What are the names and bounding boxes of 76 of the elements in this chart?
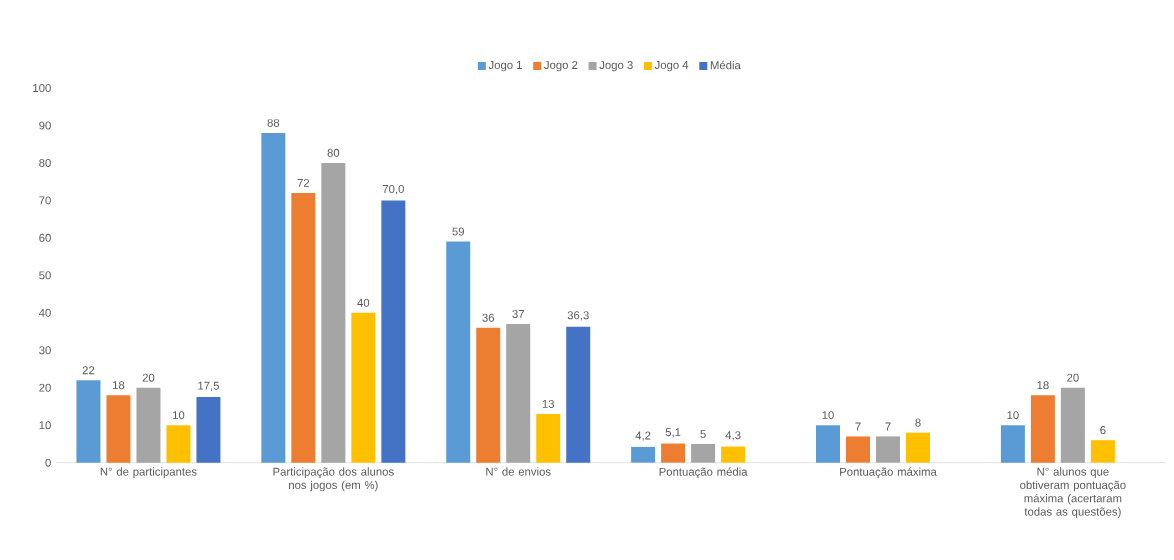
legend-label: Jogo 1 bbox=[488, 61, 522, 72]
y-tick-label: 100 bbox=[33, 83, 51, 92]
y-tick-label: 70 bbox=[39, 196, 51, 205]
data-label: 10 bbox=[1007, 411, 1019, 420]
data-label: 13 bbox=[542, 399, 555, 408]
data-label: 20 bbox=[142, 373, 155, 382]
bar bbox=[846, 436, 870, 463]
data-label: 4,2 bbox=[635, 431, 651, 441]
data-label: 37 bbox=[512, 309, 524, 318]
bar bbox=[321, 162, 346, 463]
bar bbox=[1030, 395, 1055, 463]
y-tick-label: 20 bbox=[39, 383, 51, 392]
bar bbox=[661, 443, 686, 463]
y-tick-label: 50 bbox=[39, 271, 51, 280]
bar bbox=[106, 395, 131, 463]
data-label: 80 bbox=[327, 148, 340, 157]
data-label: 5 bbox=[700, 429, 706, 438]
y-tick-label: 80 bbox=[39, 158, 51, 167]
bar bbox=[816, 425, 840, 463]
data-label: 88 bbox=[267, 118, 280, 127]
y-tick-label: 60 bbox=[39, 233, 51, 242]
data-label: 59 bbox=[452, 227, 464, 236]
bar bbox=[721, 446, 746, 463]
y-tick-label: 10 bbox=[39, 421, 51, 430]
bar bbox=[476, 327, 501, 463]
data-label: 7 bbox=[885, 422, 891, 431]
legend-label: Média bbox=[710, 60, 741, 70]
x-tick-label: Pontuação máxima bbox=[840, 467, 937, 479]
bar bbox=[536, 413, 561, 463]
data-label: 22 bbox=[82, 366, 95, 375]
bar bbox=[906, 432, 930, 463]
data-label: 7 bbox=[855, 422, 861, 431]
bar bbox=[1060, 387, 1085, 463]
legend-label: Jogo 2 bbox=[544, 61, 578, 72]
y-tick-label: 0 bbox=[45, 458, 51, 467]
x-tick-label: Pontuação média bbox=[659, 467, 748, 479]
data-label: 70,0 bbox=[382, 184, 404, 195]
x-tick-label: N° de envios bbox=[486, 467, 551, 476]
bar bbox=[76, 380, 101, 463]
bar bbox=[136, 387, 161, 463]
data-label: 72 bbox=[297, 178, 310, 187]
legend-label: Jogo 3 bbox=[599, 61, 633, 72]
legend-label: Jogo 4 bbox=[654, 61, 689, 72]
bar bbox=[196, 397, 221, 463]
bar bbox=[261, 132, 286, 463]
data-label: 36,3 bbox=[567, 311, 589, 321]
bar bbox=[631, 446, 656, 463]
bar bbox=[1000, 425, 1025, 463]
data-label: 10 bbox=[822, 411, 834, 420]
data-label: 36 bbox=[482, 313, 495, 322]
data-label: 10 bbox=[173, 411, 185, 420]
bar bbox=[351, 312, 376, 463]
bar bbox=[876, 436, 900, 463]
bar bbox=[566, 326, 591, 463]
bar bbox=[446, 241, 471, 463]
y-tick-label: 90 bbox=[39, 121, 51, 130]
data-label: 18 bbox=[1037, 381, 1049, 390]
bar bbox=[691, 443, 716, 463]
bar bbox=[506, 324, 531, 463]
bar bbox=[166, 425, 191, 463]
data-label: 20 bbox=[1067, 373, 1079, 382]
bar bbox=[381, 200, 406, 463]
data-label: 17,5 bbox=[198, 381, 220, 392]
data-label: 18 bbox=[113, 381, 125, 390]
y-tick-label: 40 bbox=[38, 308, 51, 317]
bar bbox=[1090, 440, 1115, 463]
y-tick-label: 30 bbox=[39, 346, 51, 355]
data-label: 4,3 bbox=[725, 431, 741, 441]
x-tick-label: N° de participantes bbox=[100, 467, 197, 478]
data-label: 8 bbox=[915, 418, 921, 427]
x-tick-label: Participação dos alunos nos jogos (em %) bbox=[273, 467, 394, 492]
bar bbox=[291, 192, 316, 463]
data-label: 40 bbox=[357, 298, 370, 307]
data-label: 6 bbox=[1100, 426, 1106, 435]
x-tick-label: N° alunos que obtiveram pontuação máxima (acertaram todas as questões) bbox=[1020, 467, 1126, 518]
data-label: 5,1 bbox=[665, 428, 681, 438]
